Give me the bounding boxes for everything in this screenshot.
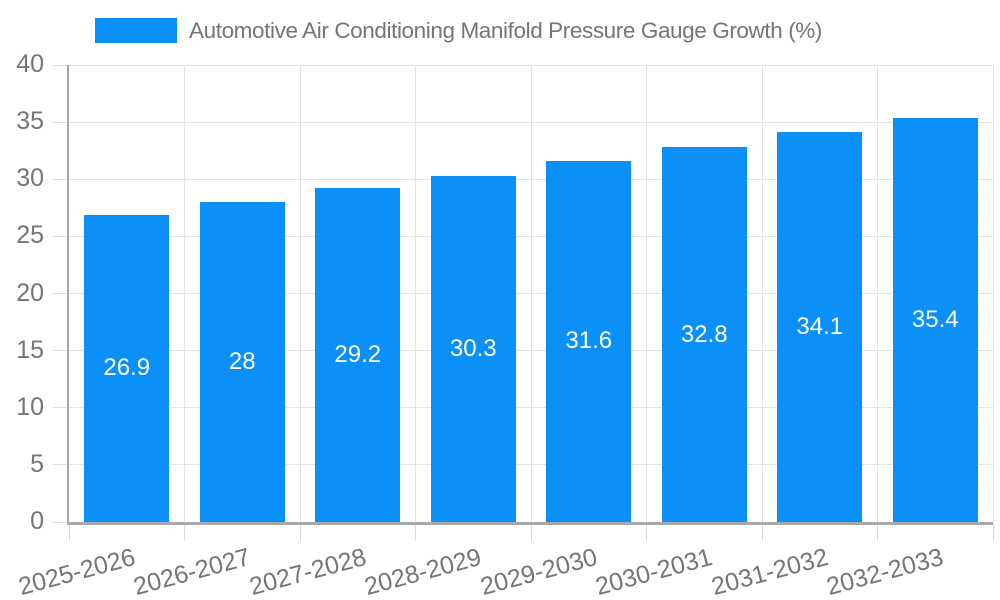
y-axis-tick	[53, 407, 69, 409]
x-axis-tick	[761, 524, 763, 541]
y-axis-tick-label: 35	[16, 107, 44, 136]
x-axis-tick	[68, 524, 70, 541]
gridline-vertical	[415, 65, 416, 522]
y-axis-tick	[53, 521, 69, 523]
x-axis-tick	[299, 524, 301, 541]
y-axis-tick-label: 40	[16, 50, 44, 78]
y-axis-tick-label: 0	[30, 507, 44, 535]
y-axis-tick-label: 20	[16, 278, 44, 307]
x-axis-tick	[184, 524, 185, 541]
bar-value-label: 32.8	[680, 320, 728, 348]
bar-2030-2031[interactable]: 32.8	[661, 147, 747, 522]
y-axis-tick	[53, 293, 69, 294]
bar-2028-2029[interactable]: 30.3	[430, 175, 516, 522]
bar-value-label: 28	[228, 348, 256, 376]
bar-2031-2032[interactable]: 34.1	[777, 132, 863, 522]
bar-value-label: 26.9	[103, 354, 151, 382]
y-axis-tick	[53, 64, 69, 66]
y-axis-line	[67, 65, 69, 524]
chart-legend[interactable]: Automotive Air Conditioning Manifold Pre…	[95, 17, 822, 44]
y-axis-tick-label: 10	[16, 392, 44, 421]
gridline-vertical	[530, 65, 532, 522]
bar-2029-2030[interactable]: 31.6	[546, 160, 632, 522]
bar-value-label: 30.3	[449, 334, 497, 362]
bar-2032-2033[interactable]: 35.4	[892, 117, 978, 522]
y-axis-tick-label: 30	[16, 164, 44, 193]
y-axis-tick-label: 5	[30, 449, 44, 478]
chart-title: Automotive Air Conditioning Manifold Pre…	[189, 18, 823, 43]
y-axis-tick	[53, 178, 69, 180]
y-axis-tick-label: 15	[16, 335, 44, 364]
x-axis-tick	[646, 524, 647, 541]
bar-value-label: 34.1	[796, 313, 844, 341]
bar-2025-2026[interactable]: 26.9	[84, 214, 170, 522]
x-axis-tick	[877, 524, 878, 541]
y-axis-tick-label: 25	[16, 221, 44, 250]
gridline-vertical	[992, 65, 994, 522]
x-axis-line	[67, 522, 993, 525]
gridline-vertical	[761, 65, 763, 522]
legend-swatch-icon	[95, 18, 177, 43]
bar-value-label: 35.4	[911, 305, 959, 333]
gridline-vertical	[646, 65, 647, 522]
y-axis-tick	[53, 350, 69, 352]
x-axis-tick	[530, 524, 532, 541]
gridline-vertical	[184, 65, 185, 522]
gridline-vertical	[877, 65, 878, 522]
bar-value-label: 31.6	[565, 327, 613, 355]
bar-2026-2027[interactable]: 28	[199, 202, 285, 522]
plot-area: 26.9 28 29.2 30.3 31.6 32.8 34.1 35.4 40 35 30 25 2…	[15, 50, 994, 600]
bar-2027-2028[interactable]: 29.2	[315, 188, 401, 522]
y-axis-tick	[53, 121, 69, 123]
y-axis-tick	[53, 235, 69, 237]
x-axis-tick	[415, 524, 416, 541]
gridline-vertical	[299, 65, 301, 522]
y-axis-tick	[53, 464, 69, 466]
bar-value-label: 29.2	[334, 341, 382, 369]
x-axis-tick	[992, 524, 994, 541]
